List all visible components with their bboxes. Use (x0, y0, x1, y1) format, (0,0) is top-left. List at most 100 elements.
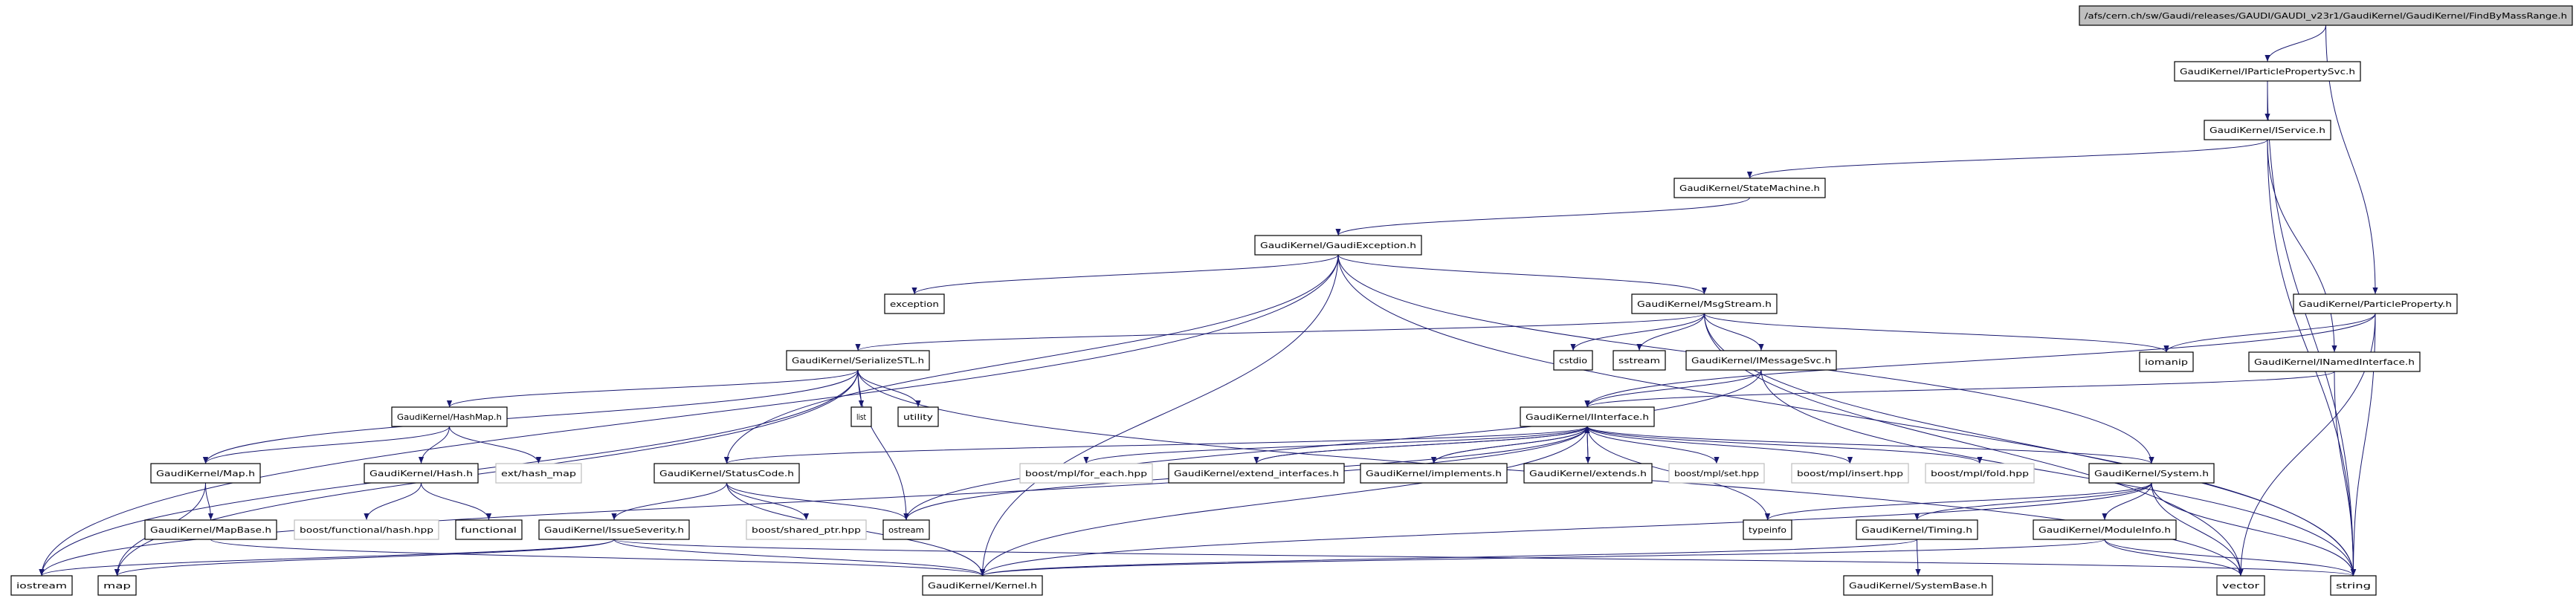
node-label: GaudiKernel/HashMap.h (397, 412, 502, 422)
edge-system-to-string (2151, 482, 2357, 577)
node-box (2174, 61, 2361, 82)
node-mplinsert[interactable]: boost/mpl/insert.hpp (1791, 463, 1909, 484)
node-box (1254, 235, 1422, 256)
node-iomanip[interactable]: iomanip (2139, 351, 2194, 372)
node-box (2293, 293, 2458, 314)
node-mplfold[interactable]: boost/mpl/fold.hpp (1925, 463, 2035, 484)
node-label: GaudiKernel/implements.h (1366, 469, 1502, 478)
edge-iinterface-to-mplinsert (1586, 426, 1853, 464)
node-implements[interactable]: GaudiKernel/implements.h (1360, 463, 1508, 484)
node-box (150, 463, 261, 484)
node-box (922, 575, 1043, 596)
node-map[interactable]: map (97, 575, 137, 596)
node-bfhash[interactable]: boost/functional/hash.hpp (294, 519, 439, 540)
node-moduleinfo[interactable]: GaudiKernel/ModuleInfo.h (2033, 519, 2177, 540)
node-label: GaudiKernel/IMessageSvc.h (1691, 356, 1831, 366)
node-label: GaudiKernel/Kernel.h (928, 581, 1037, 591)
node-map_h[interactable]: GaudiKernel/Map.h (150, 463, 261, 484)
node-label: GaudiKernel/SystemBase.h (1849, 581, 1987, 591)
edge-moduleinfo-to-kernel (980, 539, 2105, 577)
node-serial[interactable]: GaudiKernel/SerializeSTL.h (786, 350, 930, 371)
node-box (1791, 463, 1909, 484)
node-label: boost/mpl/fold.hpp (1931, 469, 2029, 478)
node-string[interactable]: string (2330, 575, 2377, 596)
node-box (786, 350, 930, 371)
node-label: GaudiKernel/IInterface.h (1526, 412, 1649, 422)
node-statuscode[interactable]: GaudiKernel/StatusCode.h (653, 463, 800, 484)
node-typeinfo[interactable]: typeinfo (1743, 519, 1792, 540)
node-list[interactable]: list (850, 406, 872, 427)
node-label: ext/hash_map (501, 469, 576, 478)
edge-issue-to-kernel (613, 539, 985, 577)
node-sharedptr[interactable]: boost/shared_ptr.hpp (746, 519, 867, 540)
node-root[interactable]: /afs/cern.ch/sw/Gaudi/releases/GAUDI/GAU… (2079, 5, 2573, 26)
node-cstdio[interactable]: cstdio (1553, 350, 1593, 371)
edge-hashmap-to-exthash (449, 426, 542, 464)
node-hashmap[interactable]: GaudiKernel/HashMap.h (391, 406, 508, 427)
node-box (538, 519, 690, 540)
node-label: GaudiKernel/MsgStream.h (1637, 299, 1772, 309)
edge-iinterface-to-statuscode (724, 426, 1588, 464)
node-sstream[interactable]: sstream (1613, 350, 1666, 371)
node-box (882, 519, 930, 540)
edge-ipps-to-string (2267, 80, 2357, 577)
node-exthash[interactable]: ext/hash_map (495, 463, 582, 484)
node-box (391, 406, 508, 427)
node-iinterface[interactable]: GaudiKernel/IInterface.h (1520, 406, 1655, 427)
node-label: functional (461, 525, 517, 535)
node-system[interactable]: GaudiKernel/System.h (2088, 463, 2215, 484)
node-mapbase[interactable]: GaudiKernel/MapBase.h (144, 519, 277, 540)
node-kernel[interactable]: GaudiKernel/Kernel.h (922, 575, 1043, 596)
node-iservice[interactable]: GaudiKernel/IService.h (2204, 120, 2331, 140)
edge-inamed-to-iinterface (1584, 371, 2335, 408)
edge-extif-to-iinterface (1256, 426, 1590, 464)
node-label: GaudiKernel/SerializeSTL.h (792, 356, 924, 366)
node-label: typeinfo (1749, 525, 1786, 535)
node-label: GaudiKernel/StatusCode.h (659, 469, 794, 478)
node-vector[interactable]: vector (2216, 575, 2265, 596)
edge-pprop-to-iomanip (2163, 313, 2376, 353)
node-label: GaudiKernel/Map.h (156, 469, 255, 478)
node-exception[interactable]: exception (884, 293, 945, 314)
edge-gexc-to-exception (911, 254, 1339, 295)
node-label: GaudiKernel/StateMachine.h (1679, 184, 1820, 193)
node-msgstream[interactable]: GaudiKernel/MsgStream.h (1631, 293, 1778, 314)
edge-msgstream-to-serial (855, 313, 1705, 351)
node-mplset[interactable]: boost/mpl/set.hpp (1668, 463, 1765, 484)
node-label: GaudiKernel/IParticlePropertySvc.h (2180, 67, 2355, 77)
node-label: sstream (1618, 356, 1660, 366)
edge-iinterface-to-foreach (1083, 426, 1588, 464)
edges-layer (39, 25, 2378, 577)
node-label: GaudiKernel/extend_interfaces.h (1174, 469, 1339, 478)
node-iostream[interactable]: iostream (10, 575, 73, 596)
node-utility[interactable]: utility (897, 406, 939, 427)
edge-gexc-to-kernel (979, 254, 1339, 577)
edge-hashmap-to-hash_h (418, 426, 450, 464)
node-box (2033, 519, 2177, 540)
node-box (1925, 463, 2035, 484)
node-extif[interactable]: GaudiKernel/extend_interfaces.h (1168, 463, 1345, 484)
node-statemachine[interactable]: GaudiKernel/StateMachine.h (1673, 178, 1826, 198)
node-functional[interactable]: functional (455, 519, 523, 540)
node-pprop[interactable]: GaudiKernel/ParticleProperty.h (2293, 293, 2458, 314)
node-box (2079, 5, 2573, 26)
node-imsg[interactable]: GaudiKernel/IMessageSvc.h (1685, 350, 1837, 371)
edge-iinterface-to-system (1586, 426, 2154, 464)
edge-moduleinfo-to-string (2104, 539, 2356, 577)
edge-system-to-kernel (980, 482, 2152, 577)
edge-issue-to-string (613, 539, 2356, 577)
node-box (653, 463, 800, 484)
node-foreach[interactable]: boost/mpl/for_each.hpp (1019, 463, 1153, 484)
node-ostream[interactable]: ostream (882, 519, 930, 540)
node-timing[interactable]: GaudiKernel/Timing.h (1856, 519, 1978, 540)
node-hash_h[interactable]: GaudiKernel/Hash.h (364, 463, 479, 484)
node-gexc[interactable]: GaudiKernel/GaudiException.h (1254, 235, 1422, 256)
edge-root-to-ipps (2265, 25, 2326, 62)
node-sysbase[interactable]: GaudiKernel/SystemBase.h (1843, 575, 1993, 596)
node-box (1613, 350, 1666, 371)
node-issue[interactable]: GaudiKernel/IssueSeverity.h (538, 519, 690, 540)
node-extends[interactable]: GaudiKernel/extends.h (1523, 463, 1653, 484)
node-inamed[interactable]: GaudiKernel/INamedInterface.h (2248, 351, 2421, 372)
node-ipps[interactable]: GaudiKernel/IParticlePropertySvc.h (2174, 61, 2361, 82)
